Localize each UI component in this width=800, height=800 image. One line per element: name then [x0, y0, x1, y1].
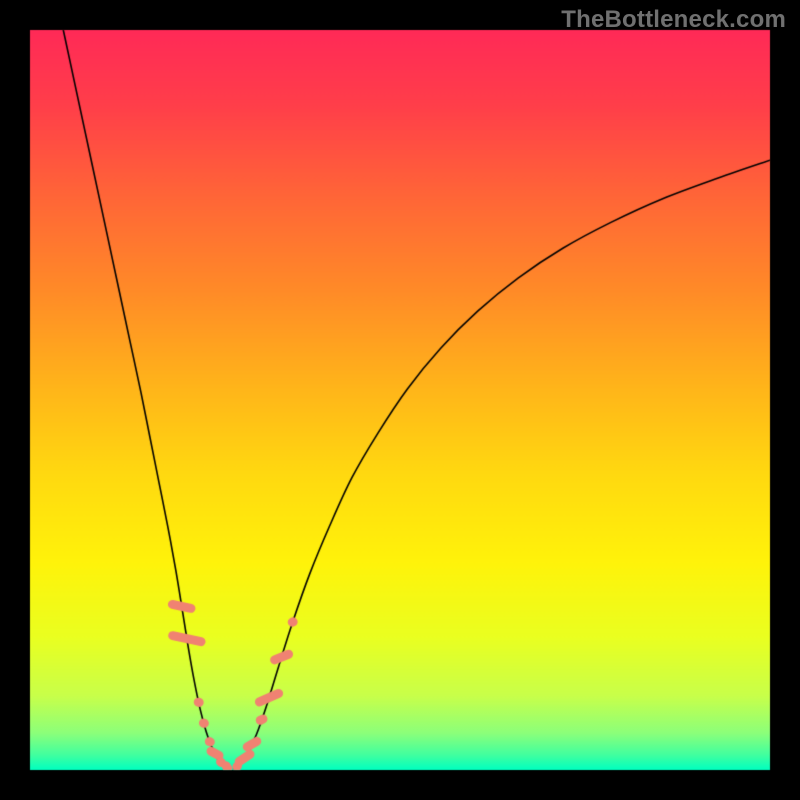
data-markers — [0, 0, 800, 800]
figure-root: TheBottleneck.com — [0, 0, 800, 800]
